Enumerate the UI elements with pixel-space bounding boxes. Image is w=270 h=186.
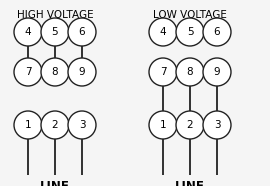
Circle shape	[14, 111, 42, 139]
Text: HIGH VOLTAGE: HIGH VOLTAGE	[17, 10, 93, 20]
Circle shape	[203, 58, 231, 86]
Text: 2: 2	[52, 120, 58, 130]
Text: 1: 1	[160, 120, 166, 130]
Text: 2: 2	[187, 120, 193, 130]
Text: LINE: LINE	[40, 180, 70, 186]
Text: 5: 5	[52, 27, 58, 37]
Text: LOW VOLTAGE: LOW VOLTAGE	[153, 10, 227, 20]
Circle shape	[68, 18, 96, 46]
Text: 8: 8	[187, 67, 193, 77]
Circle shape	[41, 111, 69, 139]
Circle shape	[149, 58, 177, 86]
Circle shape	[68, 111, 96, 139]
Text: 7: 7	[25, 67, 31, 77]
Circle shape	[14, 18, 42, 46]
Circle shape	[14, 58, 42, 86]
Circle shape	[176, 58, 204, 86]
Text: 6: 6	[214, 27, 220, 37]
Text: 9: 9	[214, 67, 220, 77]
Text: 8: 8	[52, 67, 58, 77]
Circle shape	[41, 58, 69, 86]
Text: 6: 6	[79, 27, 85, 37]
Text: 5: 5	[187, 27, 193, 37]
Circle shape	[149, 18, 177, 46]
Circle shape	[149, 111, 177, 139]
Text: 3: 3	[214, 120, 220, 130]
Text: 4: 4	[160, 27, 166, 37]
Circle shape	[176, 18, 204, 46]
Text: LINE: LINE	[175, 180, 205, 186]
Text: 7: 7	[160, 67, 166, 77]
Circle shape	[41, 18, 69, 46]
Circle shape	[68, 58, 96, 86]
Text: 1: 1	[25, 120, 31, 130]
Circle shape	[203, 18, 231, 46]
Circle shape	[176, 111, 204, 139]
Text: 3: 3	[79, 120, 85, 130]
Text: 9: 9	[79, 67, 85, 77]
Text: 4: 4	[25, 27, 31, 37]
Circle shape	[203, 111, 231, 139]
